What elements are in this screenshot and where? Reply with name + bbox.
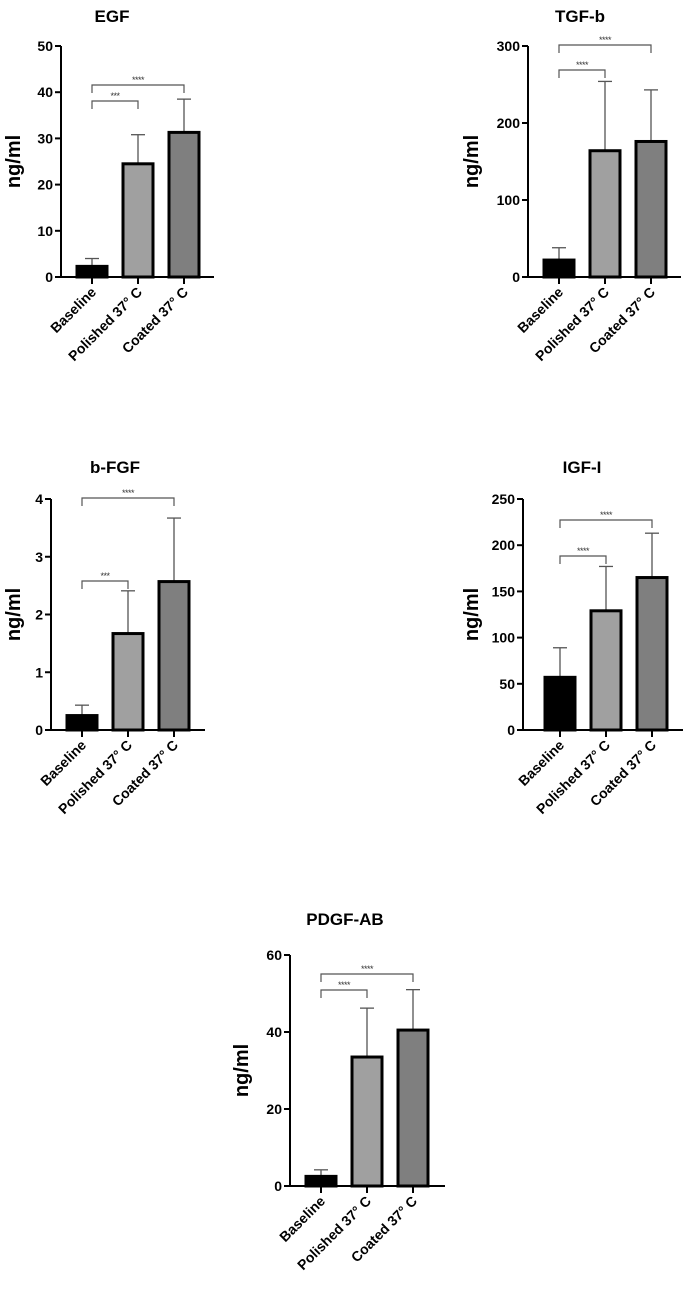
y-tick-label: 3 [35,549,43,565]
significance-bracket [558,44,652,53]
y-tick-label: 40 [266,1024,282,1040]
bar [304,1174,338,1188]
bar [635,576,669,732]
significance-stars: **** [338,980,351,990]
y-axis-label: ng/ml [3,135,25,188]
bar [589,609,623,732]
bar [634,139,668,279]
significance-bracket [558,69,606,78]
y-tick-label: 50 [37,38,53,54]
bar [65,714,99,732]
bar [75,264,109,279]
y-axis-label: ng/ml [3,588,25,641]
y-tick-label: 0 [512,269,520,285]
y-tick-label: 10 [37,223,53,239]
chart-title: b-FGF [90,458,140,477]
bar [396,1028,430,1188]
significance-bracket [320,989,368,998]
significance-bracket [91,84,185,93]
significance-bracket [320,973,414,982]
y-tick-label: 0 [45,269,53,285]
y-tick-label: 150 [492,583,516,599]
significance-bracket [559,519,653,528]
y-tick-label: 2 [35,607,43,623]
significance-stars: **** [600,510,613,520]
significance-stars: **** [577,546,590,556]
chart-title: PDGF-AB [306,910,383,929]
y-tick-label: 0 [274,1178,282,1194]
y-tick-label: 30 [37,130,53,146]
significance-stars: **** [122,488,135,498]
y-tick-label: 250 [492,491,516,507]
bar [167,130,201,279]
bar [588,149,622,279]
bar [543,675,577,732]
significance-bracket [91,100,139,109]
y-tick-label: 1 [35,664,43,680]
bar [350,1055,384,1188]
chart-igf-i: IGF-Ing/ml050100150200250BaselinePolishe… [461,458,683,817]
significance-stars: **** [132,75,145,85]
significance-stars: **** [599,35,612,45]
y-axis-label: ng/ml [231,1044,253,1097]
y-tick-label: 4 [35,491,43,507]
bar [157,580,191,732]
y-tick-label: 300 [497,38,521,54]
y-tick-label: 0 [507,722,515,738]
y-tick-label: 100 [492,630,516,646]
y-tick-label: 0 [35,722,43,738]
chart-title: TGF-b [555,7,605,26]
bar [542,258,576,279]
y-tick-label: 40 [37,84,53,100]
significance-bracket [81,580,129,589]
y-tick-label: 50 [499,676,515,692]
significance-stars: **** [361,964,374,974]
y-tick-label: 100 [497,192,521,208]
bar [111,632,145,732]
bar [121,162,155,279]
significance-bracket [559,555,607,564]
significance-stars: *** [100,571,110,581]
y-axis-label: ng/ml [461,588,483,641]
chart-title: IGF-I [563,458,602,477]
significance-stars: *** [110,91,120,101]
significance-stars: **** [576,60,589,70]
chart-title: EGF [95,7,130,26]
y-tick-label: 200 [497,115,521,131]
y-tick-label: 20 [37,177,53,193]
y-tick-label: 200 [492,537,516,553]
y-tick-label: 20 [266,1101,282,1117]
y-axis-label: ng/ml [461,135,483,188]
y-tick-label: 60 [266,947,282,963]
significance-bracket [81,497,175,506]
